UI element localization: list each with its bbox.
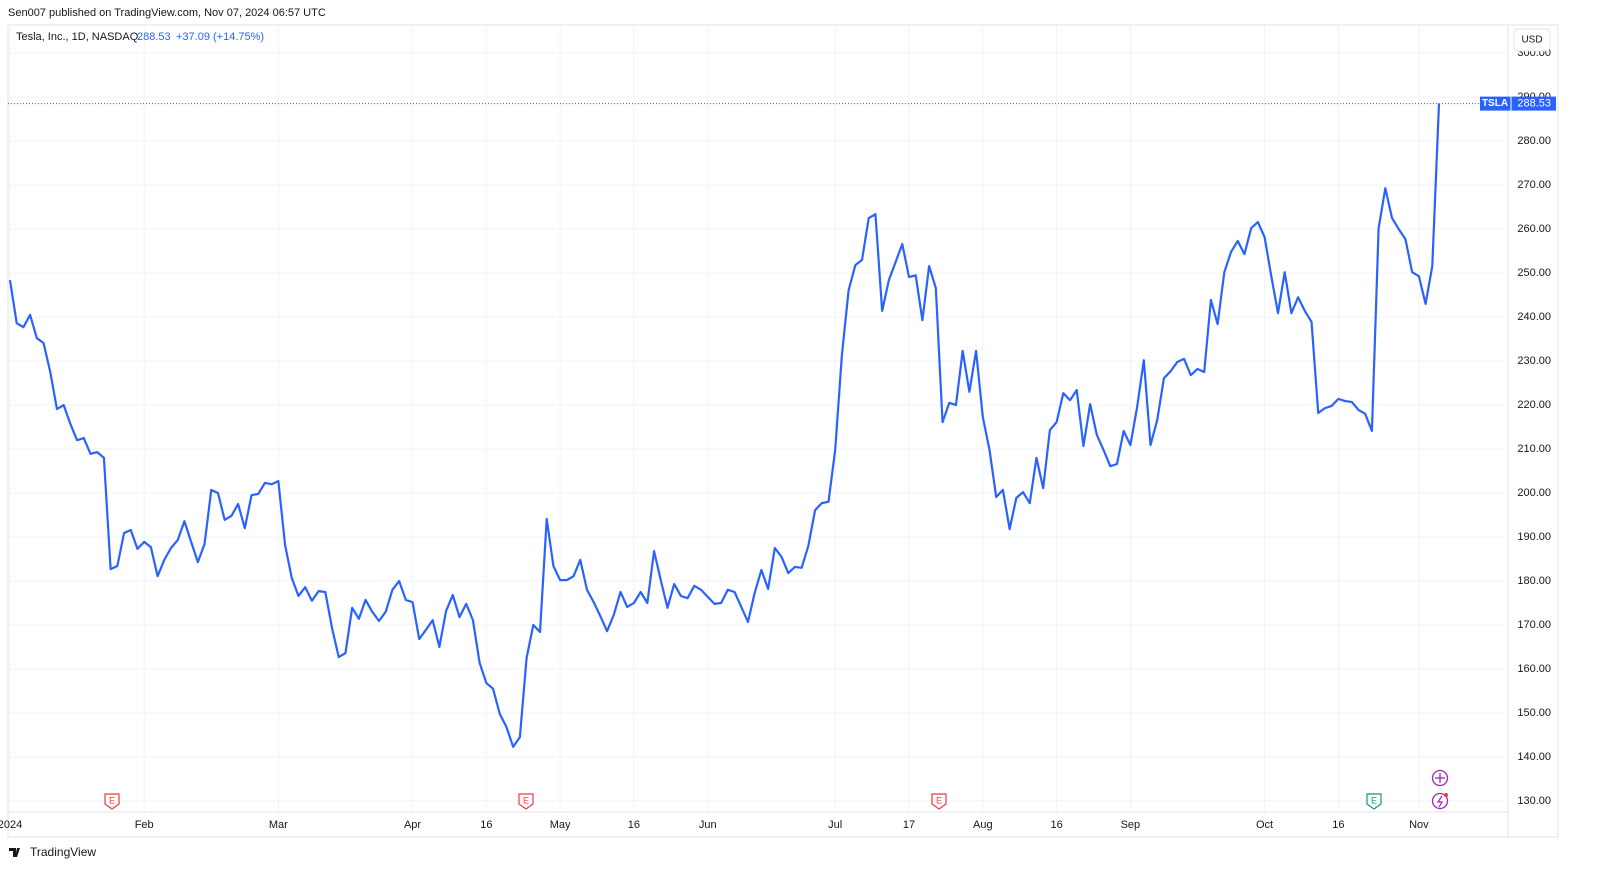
x-tick-label: Apr bbox=[404, 819, 421, 831]
y-tick-label: 170.00 bbox=[1517, 619, 1551, 631]
x-tick-label: 16 bbox=[1332, 819, 1344, 831]
last-price: 288.53 bbox=[137, 31, 171, 43]
plot bbox=[8, 103, 1480, 748]
y-tick-label: 130.00 bbox=[1517, 795, 1551, 807]
price-change: +37.09 (+14.75%) bbox=[176, 31, 264, 43]
x-tick-label: 16 bbox=[628, 819, 640, 831]
x-tick-label: Jul bbox=[828, 819, 842, 831]
event-icon-circle[interactable] bbox=[1431, 792, 1449, 810]
last-price-symbol: TSLA bbox=[1482, 98, 1508, 109]
axis-labels: 130.00 140.00 150.00 160.00 170.00 180.00 190.… bbox=[0, 47, 1556, 831]
price-line bbox=[8, 103, 1441, 748]
currency-button[interactable]: USD bbox=[1513, 28, 1551, 52]
currency[interactable]: USD bbox=[1521, 35, 1542, 46]
y-tick-label: 220.00 bbox=[1517, 399, 1551, 411]
x-tick-label: Nov bbox=[1409, 819, 1429, 831]
marker-label[interactable]: E bbox=[109, 795, 115, 805]
y-tick-label: 180.00 bbox=[1517, 575, 1551, 587]
x-tick-label: Sep bbox=[1121, 819, 1141, 831]
chart-frame bbox=[7, 24, 1559, 838]
event-icon[interactable] bbox=[1431, 769, 1449, 787]
marker-label[interactable]: E bbox=[1371, 795, 1377, 805]
event-icon-glyph bbox=[1435, 773, 1445, 783]
marker-label[interactable]: E bbox=[936, 795, 942, 805]
x-tick-label: 17 bbox=[903, 819, 915, 831]
marker-shape[interactable] bbox=[104, 793, 120, 810]
brand-logo bbox=[9, 848, 20, 857]
x-tick-label: 2024 bbox=[0, 819, 22, 831]
x-tick-label: May bbox=[550, 819, 571, 831]
event-icon-glyph bbox=[1436, 795, 1444, 808]
earnings-markers: E E E E bbox=[104, 769, 1449, 810]
marker-shape[interactable] bbox=[1366, 793, 1382, 810]
y-tick-label: 240.00 bbox=[1517, 311, 1551, 323]
earnings-marker[interactable]: E bbox=[104, 793, 120, 810]
marker-shape[interactable] bbox=[931, 793, 947, 810]
y-tick-label: 200.00 bbox=[1517, 487, 1551, 499]
y-tick-label: 190.00 bbox=[1517, 531, 1551, 543]
currency-button-box[interactable] bbox=[1513, 28, 1551, 52]
y-tick-label: 280.00 bbox=[1517, 135, 1551, 147]
marker-label[interactable]: E bbox=[523, 795, 529, 805]
earnings-marker[interactable]: E bbox=[518, 793, 534, 810]
event-icon[interactable] bbox=[1431, 792, 1449, 810]
y-tick-label: 210.00 bbox=[1517, 443, 1551, 455]
x-tick-label: Aug bbox=[973, 819, 993, 831]
brand: TradingView bbox=[9, 845, 96, 859]
chart-title: Tesla, Inc., 1D, NASDAQ bbox=[16, 31, 139, 43]
y-tick-label: 260.00 bbox=[1517, 223, 1551, 235]
x-tick-label: Oct bbox=[1256, 819, 1273, 831]
last-price-label-box bbox=[1480, 96, 1556, 111]
x-tick-label: 16 bbox=[1050, 819, 1062, 831]
last-price-value: 288.53 bbox=[1517, 98, 1551, 110]
y-tick-label: 160.00 bbox=[1517, 663, 1551, 675]
event-icon-dot bbox=[1444, 793, 1448, 797]
marker-shape[interactable] bbox=[518, 793, 534, 810]
y-tick-label: 250.00 bbox=[1517, 267, 1551, 279]
x-tick-label: Feb bbox=[135, 819, 154, 831]
x-tick-label: Jun bbox=[699, 819, 717, 831]
earnings-marker[interactable]: E bbox=[931, 793, 947, 810]
x-tick-label: Mar bbox=[269, 819, 288, 831]
publisher: Sen007 published on TradingView.com, Nov… bbox=[8, 7, 326, 19]
y-tick-label: 230.00 bbox=[1517, 355, 1551, 367]
y-tick-label: 140.00 bbox=[1517, 751, 1551, 763]
brand-name: TradingView bbox=[30, 845, 96, 859]
y-tick-label: 270.00 bbox=[1517, 179, 1551, 191]
earnings-marker[interactable]: E bbox=[1366, 793, 1382, 810]
x-tick-label: 16 bbox=[480, 819, 492, 831]
y-tick-label: 150.00 bbox=[1517, 707, 1551, 719]
